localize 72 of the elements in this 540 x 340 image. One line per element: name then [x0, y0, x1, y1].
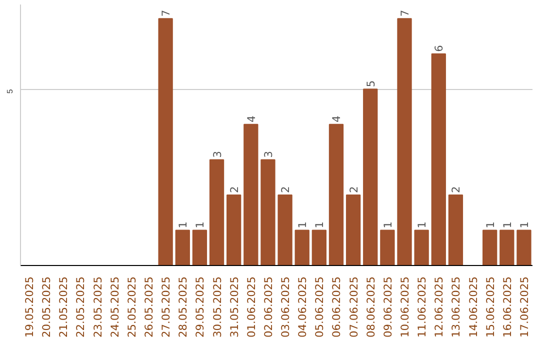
x-tick-label: 14.06.2025 — [466, 276, 480, 338]
x-tick-label: 04.06.2025 — [296, 276, 310, 338]
x-tick-label: 10.06.2025 — [398, 276, 412, 338]
data-label: 1 — [416, 221, 429, 228]
bar — [380, 230, 395, 266]
data-label: 5 — [364, 80, 378, 88]
bar — [414, 230, 429, 266]
data-label: 3 — [210, 150, 224, 158]
x-tick-label: 25.05.2025 — [125, 276, 138, 338]
data-label: 4 — [244, 115, 258, 122]
x-tick-label: 09.06.2025 — [381, 276, 394, 338]
bar — [482, 230, 498, 266]
x-tick-label: 17.06.2025 — [518, 276, 531, 338]
bar — [431, 53, 446, 266]
x-tick-label: 08.06.2025 — [364, 276, 378, 338]
data-label: 6 — [432, 44, 446, 52]
x-tick-label: 07.06.2025 — [347, 276, 360, 338]
bar — [294, 230, 310, 266]
data-label: 2 — [450, 186, 463, 193]
bar — [363, 88, 378, 266]
x-tick-label: 30.05.2025 — [210, 276, 224, 338]
bar — [226, 194, 242, 266]
x-tick-label: 31.05.2025 — [228, 276, 241, 338]
data-label: 1 — [296, 221, 310, 228]
bar — [260, 159, 276, 266]
x-tick-label: 21.05.2025 — [57, 276, 70, 338]
data-label: 1 — [484, 221, 497, 228]
x-tick-label: 02.06.2025 — [262, 276, 275, 338]
x-tick-label: 11.06.2025 — [416, 276, 429, 338]
data-label: 2 — [347, 186, 360, 193]
x-tick-label: 06.06.2025 — [330, 276, 344, 338]
data-label: 1 — [500, 221, 514, 228]
x-tick-label: 03.06.2025 — [279, 276, 292, 338]
x-tick-label: 19.05.2025 — [23, 276, 36, 338]
bar — [244, 124, 258, 266]
data-label: 2 — [279, 186, 292, 193]
bar — [516, 230, 532, 266]
bar — [312, 230, 326, 266]
x-tick-label: 27.05.2025 — [160, 276, 173, 338]
x-tick-label: 13.06.2025 — [450, 276, 463, 338]
data-label: 4 — [330, 115, 344, 122]
x-tick-label: 22.05.2025 — [74, 276, 88, 338]
bar — [328, 124, 344, 266]
data-label: 3 — [262, 150, 275, 158]
bar — [448, 194, 464, 266]
data-label: 1 — [313, 221, 326, 228]
x-tick-label: 23.05.2025 — [91, 276, 104, 338]
bar — [278, 194, 292, 266]
bar — [158, 18, 173, 266]
x-tick-label: 28.05.2025 — [176, 276, 190, 338]
data-label: 1 — [518, 221, 531, 228]
x-tick-label: 05.06.2025 — [313, 276, 326, 338]
x-tick-label: 24.05.2025 — [108, 276, 122, 338]
data-label: 1 — [381, 221, 394, 228]
bar — [500, 230, 514, 266]
data-label: 7 — [160, 10, 173, 17]
x-tick-label: 20.05.2025 — [40, 276, 54, 338]
x-tick-label: 26.05.2025 — [142, 276, 156, 338]
bar — [192, 230, 208, 266]
bar — [397, 18, 412, 266]
x-tick-label: 29.05.2025 — [194, 276, 207, 338]
x-tick-label: 12.06.2025 — [432, 276, 446, 338]
x-tick-label: 16.06.2025 — [500, 276, 514, 338]
data-label: 2 — [228, 186, 241, 193]
bar — [175, 230, 190, 266]
bar — [346, 194, 361, 266]
x-tick-label: 01.06.2025 — [244, 276, 258, 338]
bar — [209, 159, 224, 266]
data-label: 7 — [398, 10, 412, 17]
data-label: 1 — [194, 221, 207, 228]
data-label: 1 — [176, 221, 190, 228]
x-tick-label: 15.06.2025 — [484, 276, 497, 338]
